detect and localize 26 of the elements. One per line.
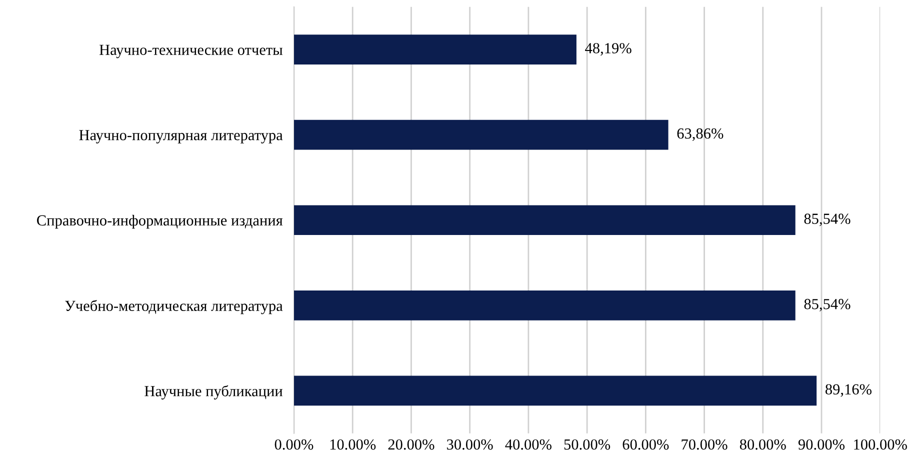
data-label: 89,16% xyxy=(826,384,872,397)
data-label: 48,19% xyxy=(585,43,632,56)
data-label: 63,86% xyxy=(677,128,724,141)
data-label: 85,54% xyxy=(804,214,850,226)
y-tick-label: Учебно-методическая литература xyxy=(65,300,283,314)
x-tick-label: 100.00% xyxy=(854,439,907,450)
x-tick-label: 50.00% xyxy=(564,439,610,450)
bar xyxy=(294,290,796,320)
y-tick-label: Научно-популярная литература xyxy=(79,130,283,144)
x-tick-label: 60.00% xyxy=(622,439,669,450)
x-tick-label: 90.00% xyxy=(798,439,845,450)
bar xyxy=(294,34,576,64)
data-label: 85,54% xyxy=(804,298,850,312)
y-tick-label: Научные публикации xyxy=(144,385,283,400)
bar xyxy=(294,120,668,150)
bar xyxy=(294,205,796,236)
x-tick-label: 80.00% xyxy=(740,439,786,450)
x-tick-label: 30.00% xyxy=(447,439,493,450)
y-tick-label: Научно-технические отчеты xyxy=(99,44,283,58)
x-tick-label: 10.00% xyxy=(330,439,376,450)
bar xyxy=(294,376,817,406)
x-tick-label: 0.00% xyxy=(274,439,314,450)
x-tick-label: 20.00% xyxy=(388,439,434,450)
x-tick-label: 70.00% xyxy=(682,439,728,450)
y-tick-label: Справочно-информационные издания xyxy=(37,214,283,229)
x-tick-label: 40.00% xyxy=(505,439,552,450)
